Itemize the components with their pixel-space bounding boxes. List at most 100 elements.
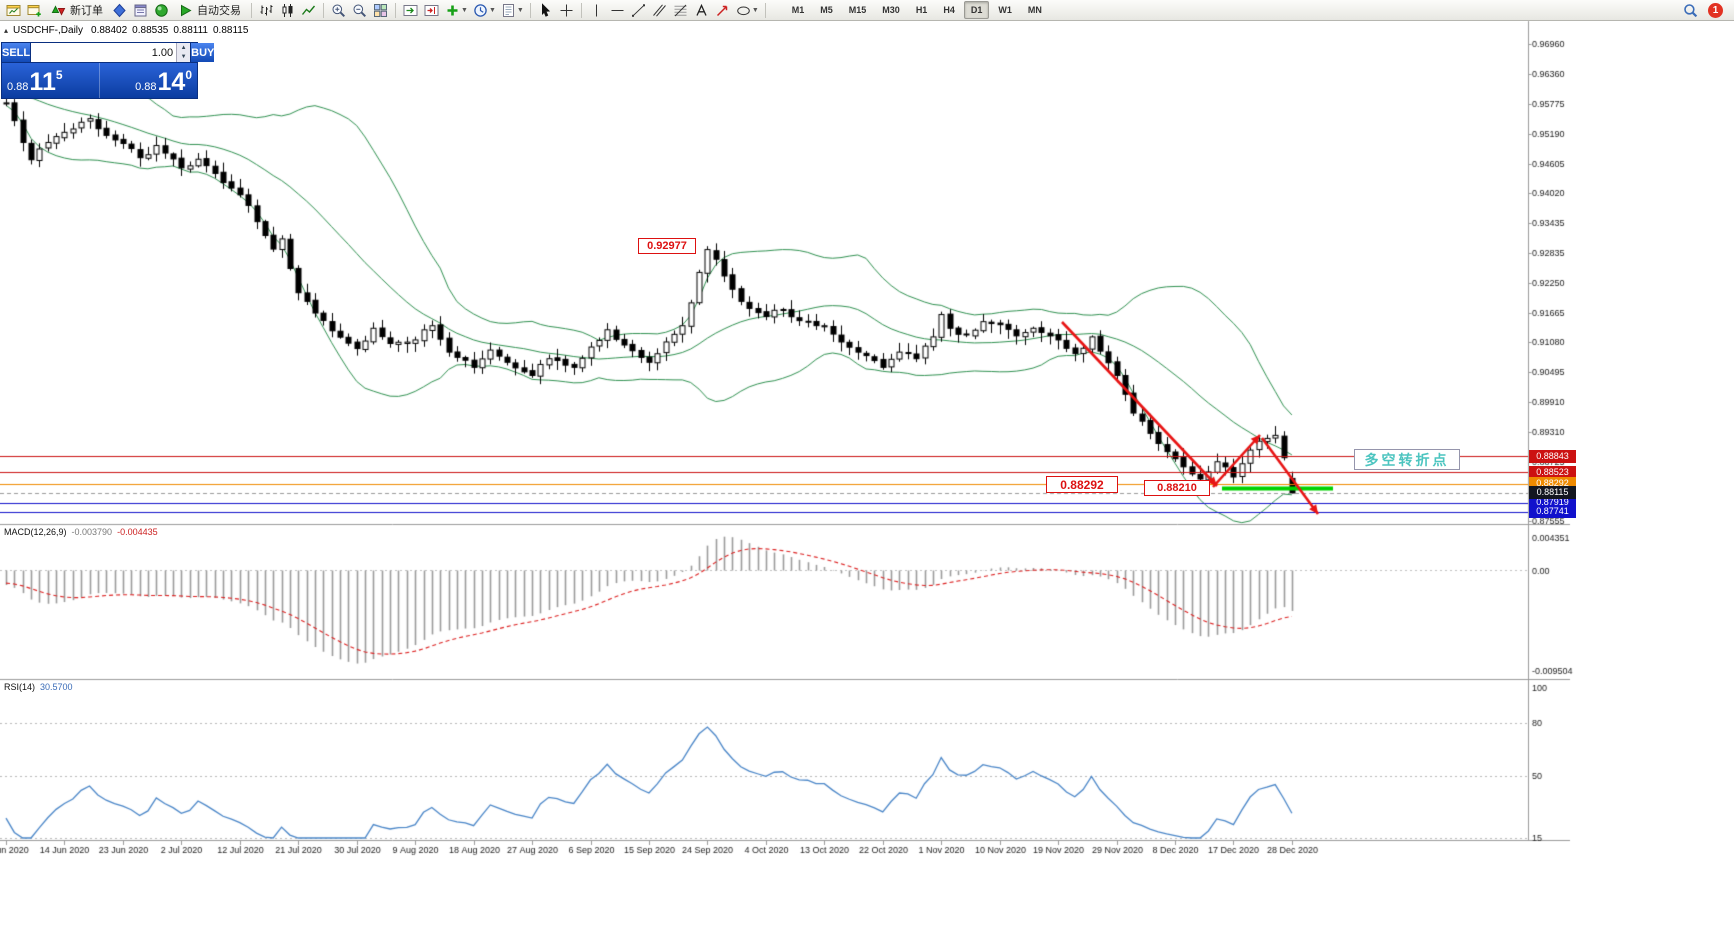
timeframe-button-w1[interactable]: W1 [998,5,1012,15]
peak-price-annotation[interactable]: 0.92977 [638,238,696,254]
search-icon[interactable] [1680,1,1701,20]
channel-icon[interactable] [649,1,670,20]
auto-scroll-icon[interactable] [400,1,421,20]
timeframe-button-h4[interactable]: H4 [943,5,955,15]
timeframe-button-m1[interactable]: M1 [791,5,805,15]
timeframe-button-d1[interactable]: D1 [963,1,990,19]
timeframe-button-m15[interactable]: M15 [848,5,867,15]
annotation-text: 0.92977 [647,240,687,252]
macd-label: MACD(12,26,9) [4,527,67,537]
new-chart-icon[interactable] [3,1,24,20]
rsi-value: 30.5700 [40,682,73,692]
trendline-icon[interactable] [628,1,649,20]
timeframe-button-m30[interactable]: M30 [882,5,900,15]
notification-badge[interactable]: 1 [1708,2,1723,18]
new-order-label: 新订单 [70,5,103,17]
volume-spinner: ▲ ▼ [176,43,191,62]
volume-input[interactable] [31,43,177,62]
price-axis-tag: 0.87741 [1529,505,1576,519]
timeframe-button-m5[interactable]: M5 [820,5,833,15]
main-toolbar: 新订单 自动交易 ▼ ▼ ▼ [0,0,1734,21]
support-price-annotation-1[interactable]: 0.88292 [1046,476,1118,493]
price-axis-tag: 0.88115 [1529,486,1576,500]
macd-signal-value: -0.004435 [117,527,158,537]
rsi-header: RSI(14) 30.5700 [4,682,73,692]
market-watch-icon[interactable] [109,1,130,20]
sell-button[interactable]: SELL [2,43,32,62]
tile-windows-icon[interactable] [370,1,391,20]
price-axis-tag: 0.88843 [1529,449,1576,463]
ohlc-close: 0.88115 [213,25,249,36]
indicators-dropdown-caret[interactable]: ▼ [461,6,468,14]
data-window-icon[interactable] [130,1,151,20]
zoom-out-icon[interactable] [349,1,370,20]
shapes-dropdown-caret[interactable]: ▼ [751,6,759,14]
sell-price-big: 11 [29,68,56,96]
toolbar-separator [580,2,582,18]
zoom-in-icon[interactable] [328,1,349,20]
toolbar-separator [395,2,396,18]
toolbar-separator [323,2,324,18]
annotation-text: 多空转折点 [1364,451,1450,468]
templates-icon[interactable] [498,1,519,20]
turning-point-annotation[interactable]: 多空转折点 [1354,449,1460,470]
price-axis-tag: 0.88523 [1529,465,1576,479]
rsi-label: RSI(14) [4,682,36,692]
vertical-line-icon[interactable] [586,1,607,20]
autotrading-play-icon [178,3,193,18]
horizontal-line-icon[interactable] [607,1,628,20]
toolbar-right-group: 1 [1680,1,1731,20]
templates-dropdown-caret[interactable]: ▼ [516,6,524,14]
shapes-icon[interactable] [733,1,754,20]
toolbar-separator [251,2,252,18]
sell-price-sup: 5 [55,68,63,82]
autotrading-label: 自动交易 [197,5,241,17]
ohlc-low: 0.88111 [173,25,208,36]
crosshair-icon[interactable] [556,1,577,20]
buy-button[interactable]: BUY [190,43,215,62]
macd-header: MACD(12,26,9) -0.003790 -0.004435 [4,527,158,537]
symbol-title: USDCHF-,Daily [13,25,84,36]
toolbar-separator [764,2,766,18]
ohlc-open: 0.88402 [91,25,128,36]
sell-price[interactable]: 0.88 11 5 [2,63,100,98]
buy-price-big: 14 [157,68,186,96]
chart-profiles-icon[interactable] [24,1,45,20]
one-click-collapse-icon[interactable]: ▴ [4,26,9,35]
volume-up-button[interactable]: ▲ [177,43,191,53]
timeframe-toolbar: M1 M5 M15 M30 H1 H4 D1 W1 MN [784,1,1050,19]
buy-price-sup: 0 [185,68,192,82]
periods-icon[interactable] [470,1,491,20]
cursor-icon[interactable] [535,1,556,20]
autotrading-button[interactable]: 自动交易 [172,1,247,20]
navigator-icon[interactable] [151,1,172,20]
macd-value: -0.003790 [71,527,113,537]
chart-title-bar: ▴ USDCHF-,Daily 0.88402 0.88535 0.88111 … [4,25,248,36]
bar-chart-icon[interactable] [256,1,277,20]
volume-box: ▲ ▼ [31,43,191,62]
timeframe-button-h1[interactable]: H1 [915,5,928,15]
fibonacci-icon[interactable] [670,1,691,20]
periods-dropdown-caret[interactable]: ▼ [488,6,496,14]
support-price-annotation-2[interactable]: 0.88210 [1144,480,1210,496]
timeframe-button-mn[interactable]: MN [1027,5,1042,15]
annotation-text: 0.88292 [1060,477,1104,492]
indicators-icon[interactable] [442,1,463,20]
annotation-text: 0.88210 [1157,482,1197,494]
one-click-trading-panel: SELL ▲ ▼ BUY 0.88 11 5 0.88 14 0 [1,42,215,99]
line-chart-icon[interactable] [298,1,319,20]
text-tool-icon[interactable] [691,1,712,20]
ohlc-high: 0.88535 [132,25,169,36]
arrow-tool-icon[interactable] [712,1,733,20]
new-order-icon [51,3,66,18]
buy-price-prefix: 0.88 [135,81,157,93]
new-order-button[interactable]: 新订单 [45,1,109,20]
candlestick-chart-icon[interactable] [277,1,298,20]
sell-price-prefix: 0.88 [7,81,29,93]
chart-shift-icon[interactable] [421,1,442,20]
buy-price[interactable]: 0.88 14 0 [100,63,197,98]
toolbar-separator [529,2,531,18]
volume-down-button[interactable]: ▼ [177,52,191,62]
